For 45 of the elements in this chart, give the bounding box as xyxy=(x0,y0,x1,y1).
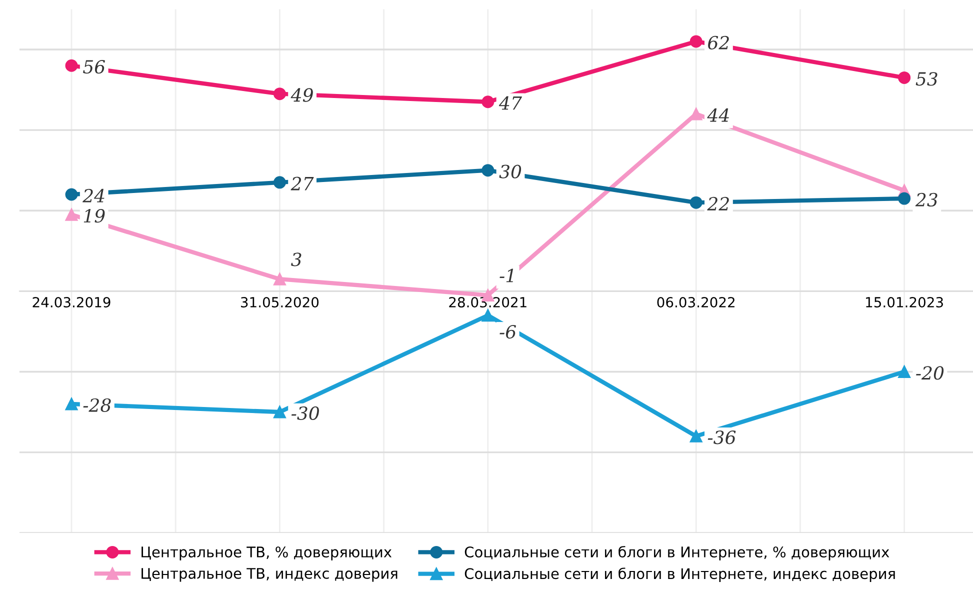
x-tick-label: 28.03.2021 xyxy=(449,296,526,308)
x-tick-label: 24.03.2019 xyxy=(32,296,110,308)
data-label: -30 xyxy=(291,406,319,420)
data-label: -20 xyxy=(916,366,944,380)
point xyxy=(65,398,78,410)
point xyxy=(482,309,494,322)
point xyxy=(273,176,286,189)
point xyxy=(65,59,78,72)
data-label: 47 xyxy=(498,96,522,110)
data-label: 49 xyxy=(290,88,313,102)
data-label: 44 xyxy=(707,108,729,122)
data-label: 53 xyxy=(916,72,938,86)
data-label: 27 xyxy=(290,176,314,190)
point xyxy=(898,71,911,84)
data-label: -36 xyxy=(708,430,736,444)
data-label: 56 xyxy=(83,60,105,74)
legend-label: Центральное ТВ, индекс доверия xyxy=(142,568,398,582)
point xyxy=(273,88,286,100)
data-label: -6 xyxy=(500,324,516,339)
data-label: 3 xyxy=(291,252,302,266)
data-label: 30 xyxy=(499,164,522,178)
point xyxy=(273,272,286,286)
data-label: 22 xyxy=(707,196,729,210)
legend-label: Социальные сети и блоги в Интернете, индекс доверия xyxy=(464,568,895,582)
legend-label: Центральное ТВ, % доверяющих xyxy=(142,546,392,560)
point xyxy=(65,188,78,201)
point xyxy=(273,406,286,418)
point xyxy=(898,365,911,378)
point xyxy=(690,430,702,442)
data-label: -28 xyxy=(83,398,111,412)
point xyxy=(690,35,702,48)
point xyxy=(482,96,494,108)
data-label: 24 xyxy=(82,188,104,202)
x-tick-label: 06.03.2022 xyxy=(657,296,734,308)
point xyxy=(898,192,911,205)
data-label: 62 xyxy=(708,36,729,50)
point xyxy=(65,208,78,221)
legend-label: Социальные сети и блоги в Интернете, % доверяющих xyxy=(464,546,890,560)
point xyxy=(482,164,494,177)
data-label: 23 xyxy=(915,192,938,207)
data-label: 19 xyxy=(84,209,105,223)
x-tick-label: 15.01.2023 xyxy=(866,296,943,308)
point xyxy=(690,196,702,209)
x-tick-label: 31.05.2020 xyxy=(241,296,319,308)
data-label: -1 xyxy=(500,268,514,282)
